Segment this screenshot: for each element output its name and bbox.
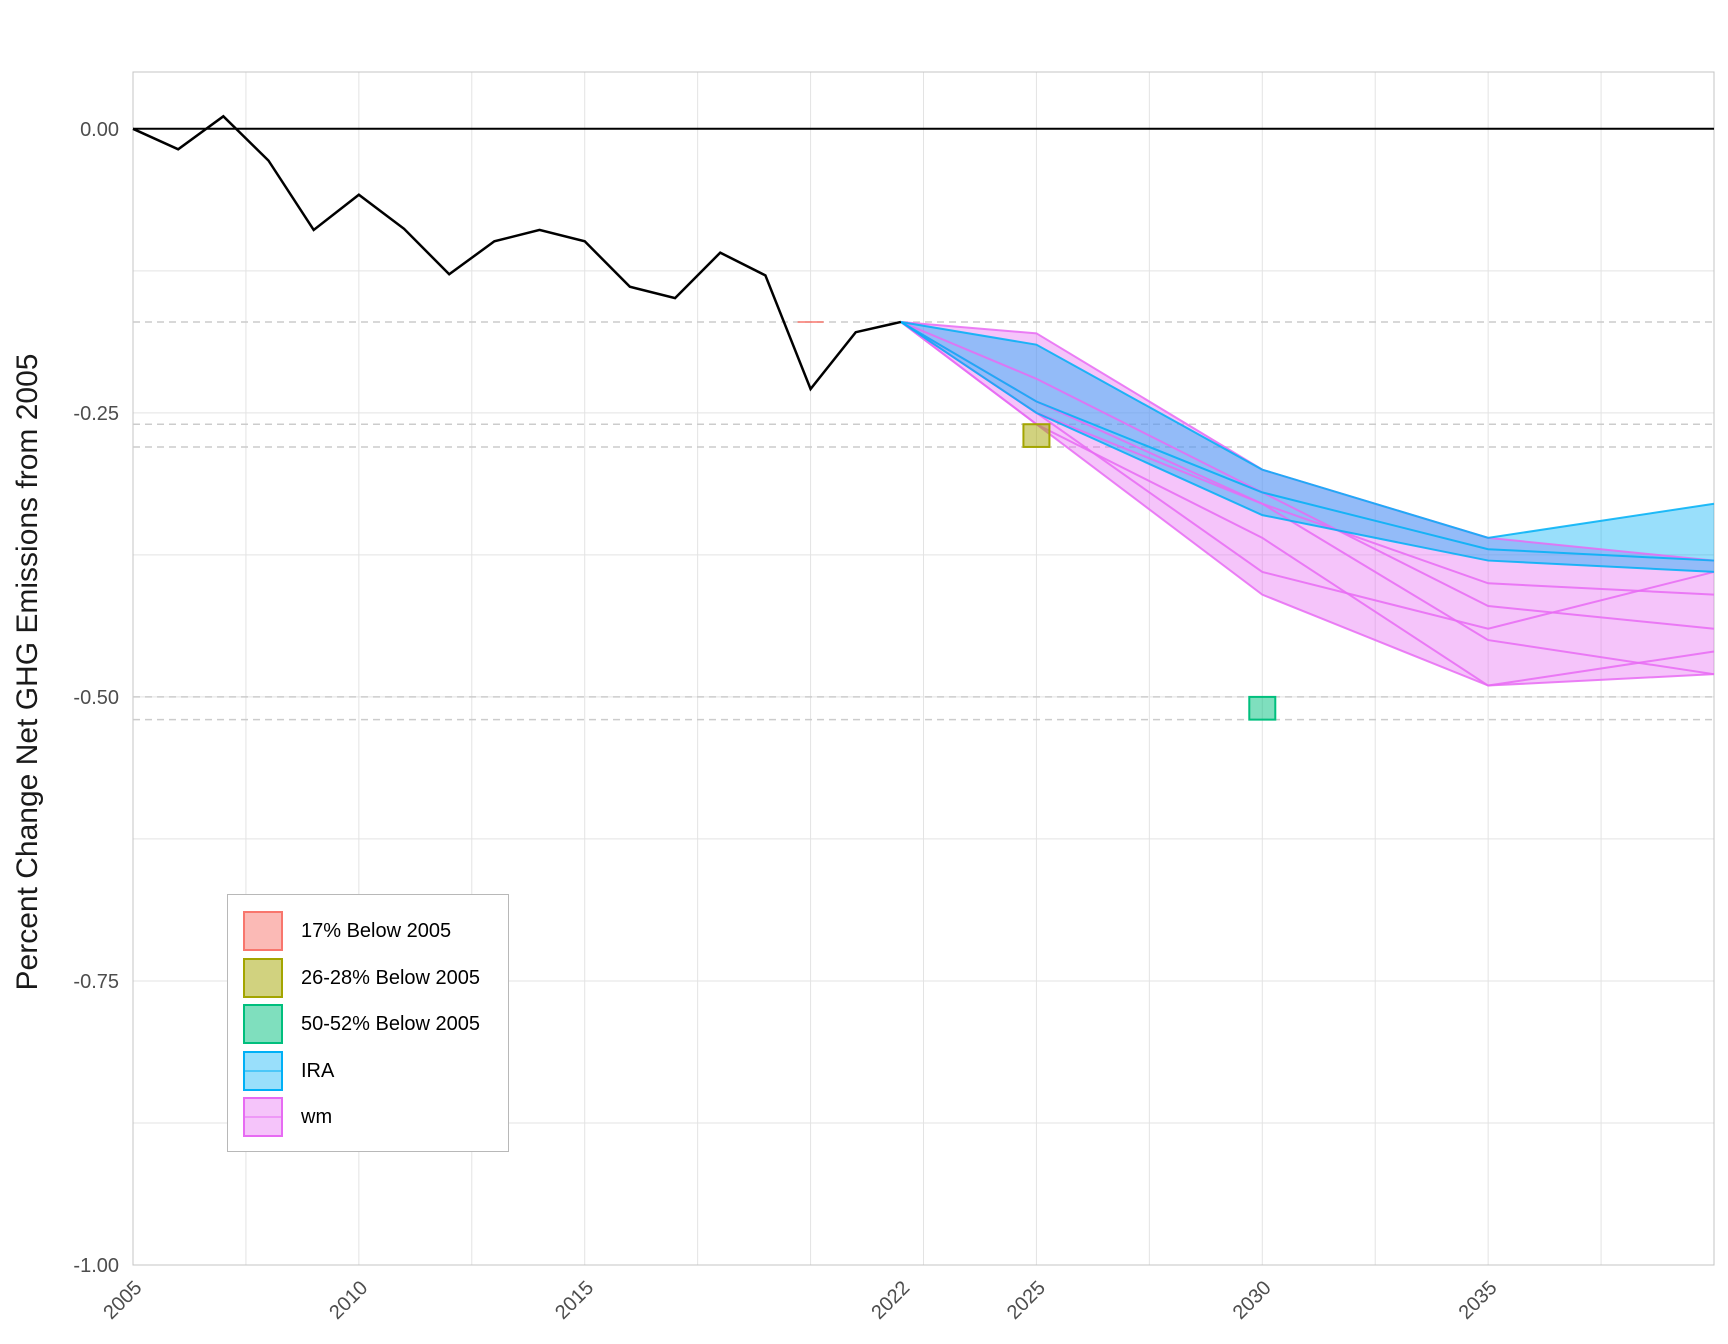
- legend-key: [243, 957, 283, 998]
- x-tick-label: 2035: [1455, 1277, 1502, 1324]
- target-boxes: [797, 321, 1277, 721]
- target-box-2025: [1022, 423, 1051, 448]
- x-tick-label: 2030: [1229, 1277, 1276, 1324]
- legend-label: 26-28% Below 2005: [301, 966, 481, 989]
- legend-key: [243, 1004, 283, 1044]
- x-tick-label: 2015: [551, 1277, 598, 1324]
- legend-key: [243, 1050, 283, 1091]
- legend-item: 17% Below 2005: [243, 909, 503, 951]
- ribbon-ira: [900, 321, 1714, 572]
- y-tick-label: 0.00: [80, 119, 119, 141]
- y-tick-label: -0.25: [73, 403, 119, 425]
- y-axis-tick-labels: 0.00 -0.25 -0.50 -0.75 -1.00: [73, 119, 119, 1277]
- x-tick-label: 2025: [1003, 1277, 1050, 1324]
- legend-label: IRA: [301, 1059, 335, 1082]
- series-line-ira: [900, 320, 1715, 539]
- x-tick-label: 2005: [99, 1277, 146, 1324]
- projection-lines: [900, 320, 1715, 687]
- y-axis-label: Percent Change Net GHG Emissions from 20…: [11, 353, 44, 991]
- historical-line: [132, 114, 902, 392]
- gridlines: [132, 71, 1715, 1266]
- legend-key: [243, 1097, 283, 1137]
- y-tick-label: -0.75: [73, 971, 119, 993]
- legend-item: wm: [243, 1095, 503, 1137]
- legend: 17% Below 2005 26-28% Below 2005 50-52% Be…: [227, 894, 509, 1152]
- legend-label: 17% Below 2005: [301, 920, 452, 942]
- legend-key-line: [245, 1116, 281, 1118]
- x-tick-label: 2010: [325, 1277, 372, 1324]
- x-axis-tick-labels: 2005 2010 2015 2022 2025 2030 2035: [99, 1277, 1501, 1324]
- y-tick-label: -1.00: [73, 1255, 119, 1277]
- target-box-2030: [1248, 695, 1277, 721]
- series-line-wm: [900, 321, 1715, 687]
- legend-item: 50-52% Below 2005: [243, 1002, 503, 1044]
- legend-item: 26-28% Below 2005: [243, 956, 503, 998]
- legend-item: IRA: [243, 1049, 503, 1091]
- legend-label: 50-52% Below 2005: [301, 1013, 481, 1035]
- target-reference-lines: [133, 127, 1714, 721]
- legend-label: wm: [301, 1106, 333, 1128]
- legend-key: [243, 911, 283, 951]
- x-tick-label: 2022: [867, 1277, 914, 1324]
- y-tick-label: -0.50: [73, 687, 119, 709]
- series-line-ira: [900, 321, 1715, 562]
- panel-border: [132, 71, 1715, 1266]
- series-line-ira: [900, 321, 1715, 573]
- historical-series: [132, 114, 902, 392]
- legend-key-line: [245, 1069, 281, 1072]
